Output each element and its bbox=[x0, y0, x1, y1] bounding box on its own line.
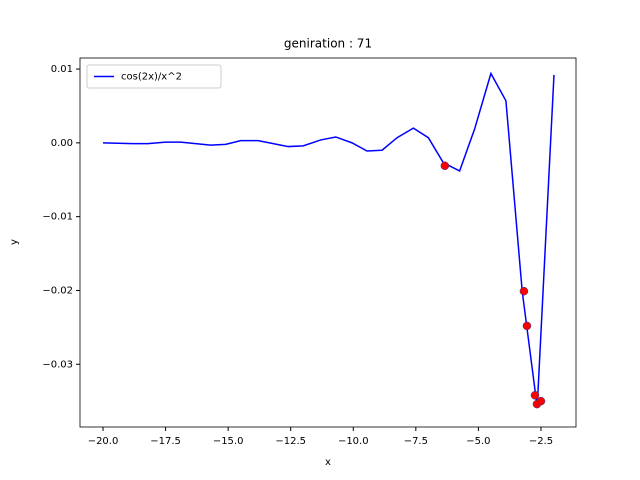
chart-title: geniration : 71 bbox=[284, 37, 372, 51]
y-tick-label: −0.01 bbox=[42, 212, 73, 223]
scatter-point bbox=[530, 391, 540, 400]
y-tick-label: −0.03 bbox=[42, 359, 73, 370]
x-tick-label: −7.5 bbox=[404, 436, 428, 447]
plot-frame bbox=[79, 57, 577, 428]
x-tick-label: −17.5 bbox=[150, 436, 181, 447]
y-tick-label: −0.02 bbox=[42, 285, 73, 296]
line bbox=[103, 71, 555, 408]
scatter-point bbox=[522, 321, 532, 331]
legend-label: cos(2x)/x^2 bbox=[121, 72, 182, 83]
x-tick-label: −10.0 bbox=[338, 436, 369, 447]
y-tick-label: 0.01 bbox=[51, 64, 73, 75]
scatter-point bbox=[440, 161, 450, 170]
scatter-point bbox=[519, 286, 529, 296]
x-tick-label: −12.5 bbox=[275, 436, 306, 447]
x-axis-label: x bbox=[325, 457, 331, 468]
y-tick-label: 0.00 bbox=[51, 138, 73, 149]
scatter-point bbox=[536, 396, 546, 406]
x-tick-label: −20.0 bbox=[88, 436, 119, 447]
legend-box bbox=[86, 64, 222, 89]
x-tick-label: −2.5 bbox=[529, 436, 553, 447]
x-tick-label: −5.0 bbox=[466, 436, 490, 447]
y-axis-label: y bbox=[9, 239, 20, 245]
x-tick-label: −15.0 bbox=[213, 436, 244, 447]
